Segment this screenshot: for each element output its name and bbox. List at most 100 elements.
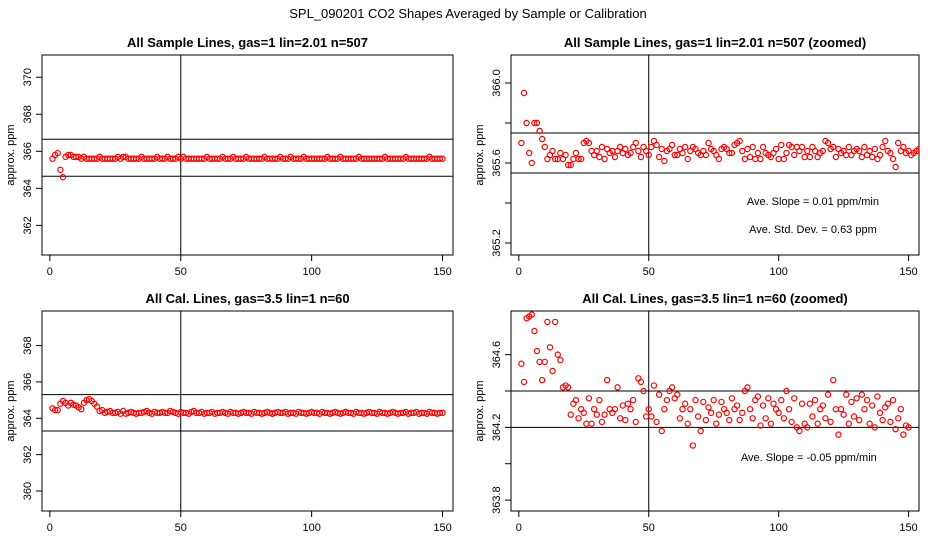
- data-point: [611, 405, 619, 413]
- data-point: [148, 155, 156, 162]
- data-point: [692, 396, 699, 404]
- panel-2: All Sample Lines, gas=1 lin=2.01 n=507 (…: [474, 35, 920, 278]
- y-tick-label: 368: [22, 105, 34, 123]
- data-point: [757, 422, 764, 429]
- x-tick-label: 150: [899, 266, 917, 278]
- data-point: [583, 420, 590, 427]
- data-point: [679, 149, 686, 157]
- y-tick-label: 364.2: [491, 414, 503, 442]
- data-point: [869, 402, 876, 409]
- data-point: [835, 431, 842, 438]
- data-point: [536, 358, 543, 366]
- data-point: [798, 143, 806, 151]
- panel-title: All Sample Lines, gas=1 lin=2.01 n=507 (…: [564, 35, 866, 50]
- data-point: [710, 396, 717, 404]
- data-point: [733, 402, 741, 409]
- data-point: [619, 402, 626, 409]
- data-point: [54, 406, 61, 414]
- data-point: [723, 409, 730, 417]
- panel-4: All Cal. Lines, gas=3.5 lin=1 n=60 (zoom…: [474, 291, 920, 534]
- data-point: [897, 405, 905, 413]
- data-point: [544, 318, 551, 326]
- panel-title: All Cal. Lines, gas=3.5 lin=1 n=60: [145, 291, 349, 306]
- x-tick-label: 100: [769, 266, 787, 278]
- data-point: [575, 415, 582, 422]
- data-point: [54, 149, 61, 157]
- data-point: [645, 405, 652, 413]
- data-point: [580, 409, 587, 417]
- data-point: [549, 367, 556, 375]
- data-point: [575, 155, 582, 163]
- data-point: [598, 143, 606, 151]
- data-point: [528, 311, 535, 318]
- data-point: [801, 153, 808, 161]
- data-point: [421, 155, 428, 162]
- data-point: [744, 384, 751, 391]
- data-point: [687, 405, 694, 413]
- y-tick-label: 362: [22, 216, 34, 234]
- data-point: [658, 145, 665, 153]
- data-point: [588, 420, 595, 427]
- data-point: [702, 416, 710, 424]
- data-point: [882, 137, 889, 145]
- data-point: [739, 147, 746, 155]
- data-point: [91, 155, 98, 162]
- data-point: [159, 155, 166, 162]
- data-point: [858, 391, 866, 398]
- data-point: [538, 376, 546, 384]
- data-point: [637, 153, 645, 161]
- data-point: [439, 155, 446, 162]
- data-point: [627, 405, 634, 413]
- data-point: [518, 139, 525, 147]
- data-point: [520, 89, 528, 97]
- data-point: [788, 418, 795, 426]
- data-point: [726, 149, 733, 157]
- data-point: [759, 402, 767, 409]
- x-tick-label: 0: [516, 522, 522, 534]
- data-point: [775, 409, 782, 417]
- data-point: [562, 151, 569, 159]
- data-point: [736, 416, 743, 424]
- data-point: [754, 393, 762, 400]
- data-point: [596, 396, 603, 404]
- y-axis-label: approx. ppm: [5, 380, 17, 441]
- data-point: [822, 415, 829, 422]
- data-point: [567, 161, 574, 169]
- annotation: Ave. Slope = -0.05 ppm/min: [741, 452, 877, 464]
- data-point: [845, 420, 853, 427]
- data-point: [895, 139, 902, 147]
- data-point: [702, 151, 710, 159]
- data-point: [650, 382, 658, 389]
- data-point: [840, 411, 847, 418]
- data-point: [256, 155, 263, 162]
- x-tick-label: 0: [47, 266, 53, 278]
- data-point: [900, 431, 907, 438]
- data-point: [754, 149, 762, 157]
- data-point: [72, 153, 80, 161]
- data-point: [806, 153, 814, 161]
- data-point: [676, 415, 684, 422]
- data-point: [887, 418, 894, 426]
- data-point: [439, 409, 446, 417]
- data-point: [749, 143, 756, 151]
- y-tick-label: 365.2: [491, 229, 503, 257]
- data-point: [590, 405, 598, 413]
- y-tick-label: 364: [22, 409, 34, 427]
- x-tick-label: 0: [516, 266, 522, 278]
- data-point: [661, 405, 668, 413]
- data-point: [271, 155, 279, 162]
- y-axis-label: approx. ppm: [5, 124, 17, 185]
- data-point: [616, 415, 624, 422]
- data-point: [843, 151, 850, 159]
- data-point: [520, 378, 528, 386]
- data-point: [681, 400, 689, 407]
- data-point: [718, 398, 725, 406]
- plot-frame: [510, 310, 920, 512]
- data-point: [593, 147, 600, 155]
- data-point: [866, 420, 873, 427]
- y-tick-label: 370: [22, 68, 34, 86]
- data-point: [567, 411, 574, 418]
- data-point: [824, 139, 832, 147]
- data-point: [668, 384, 676, 391]
